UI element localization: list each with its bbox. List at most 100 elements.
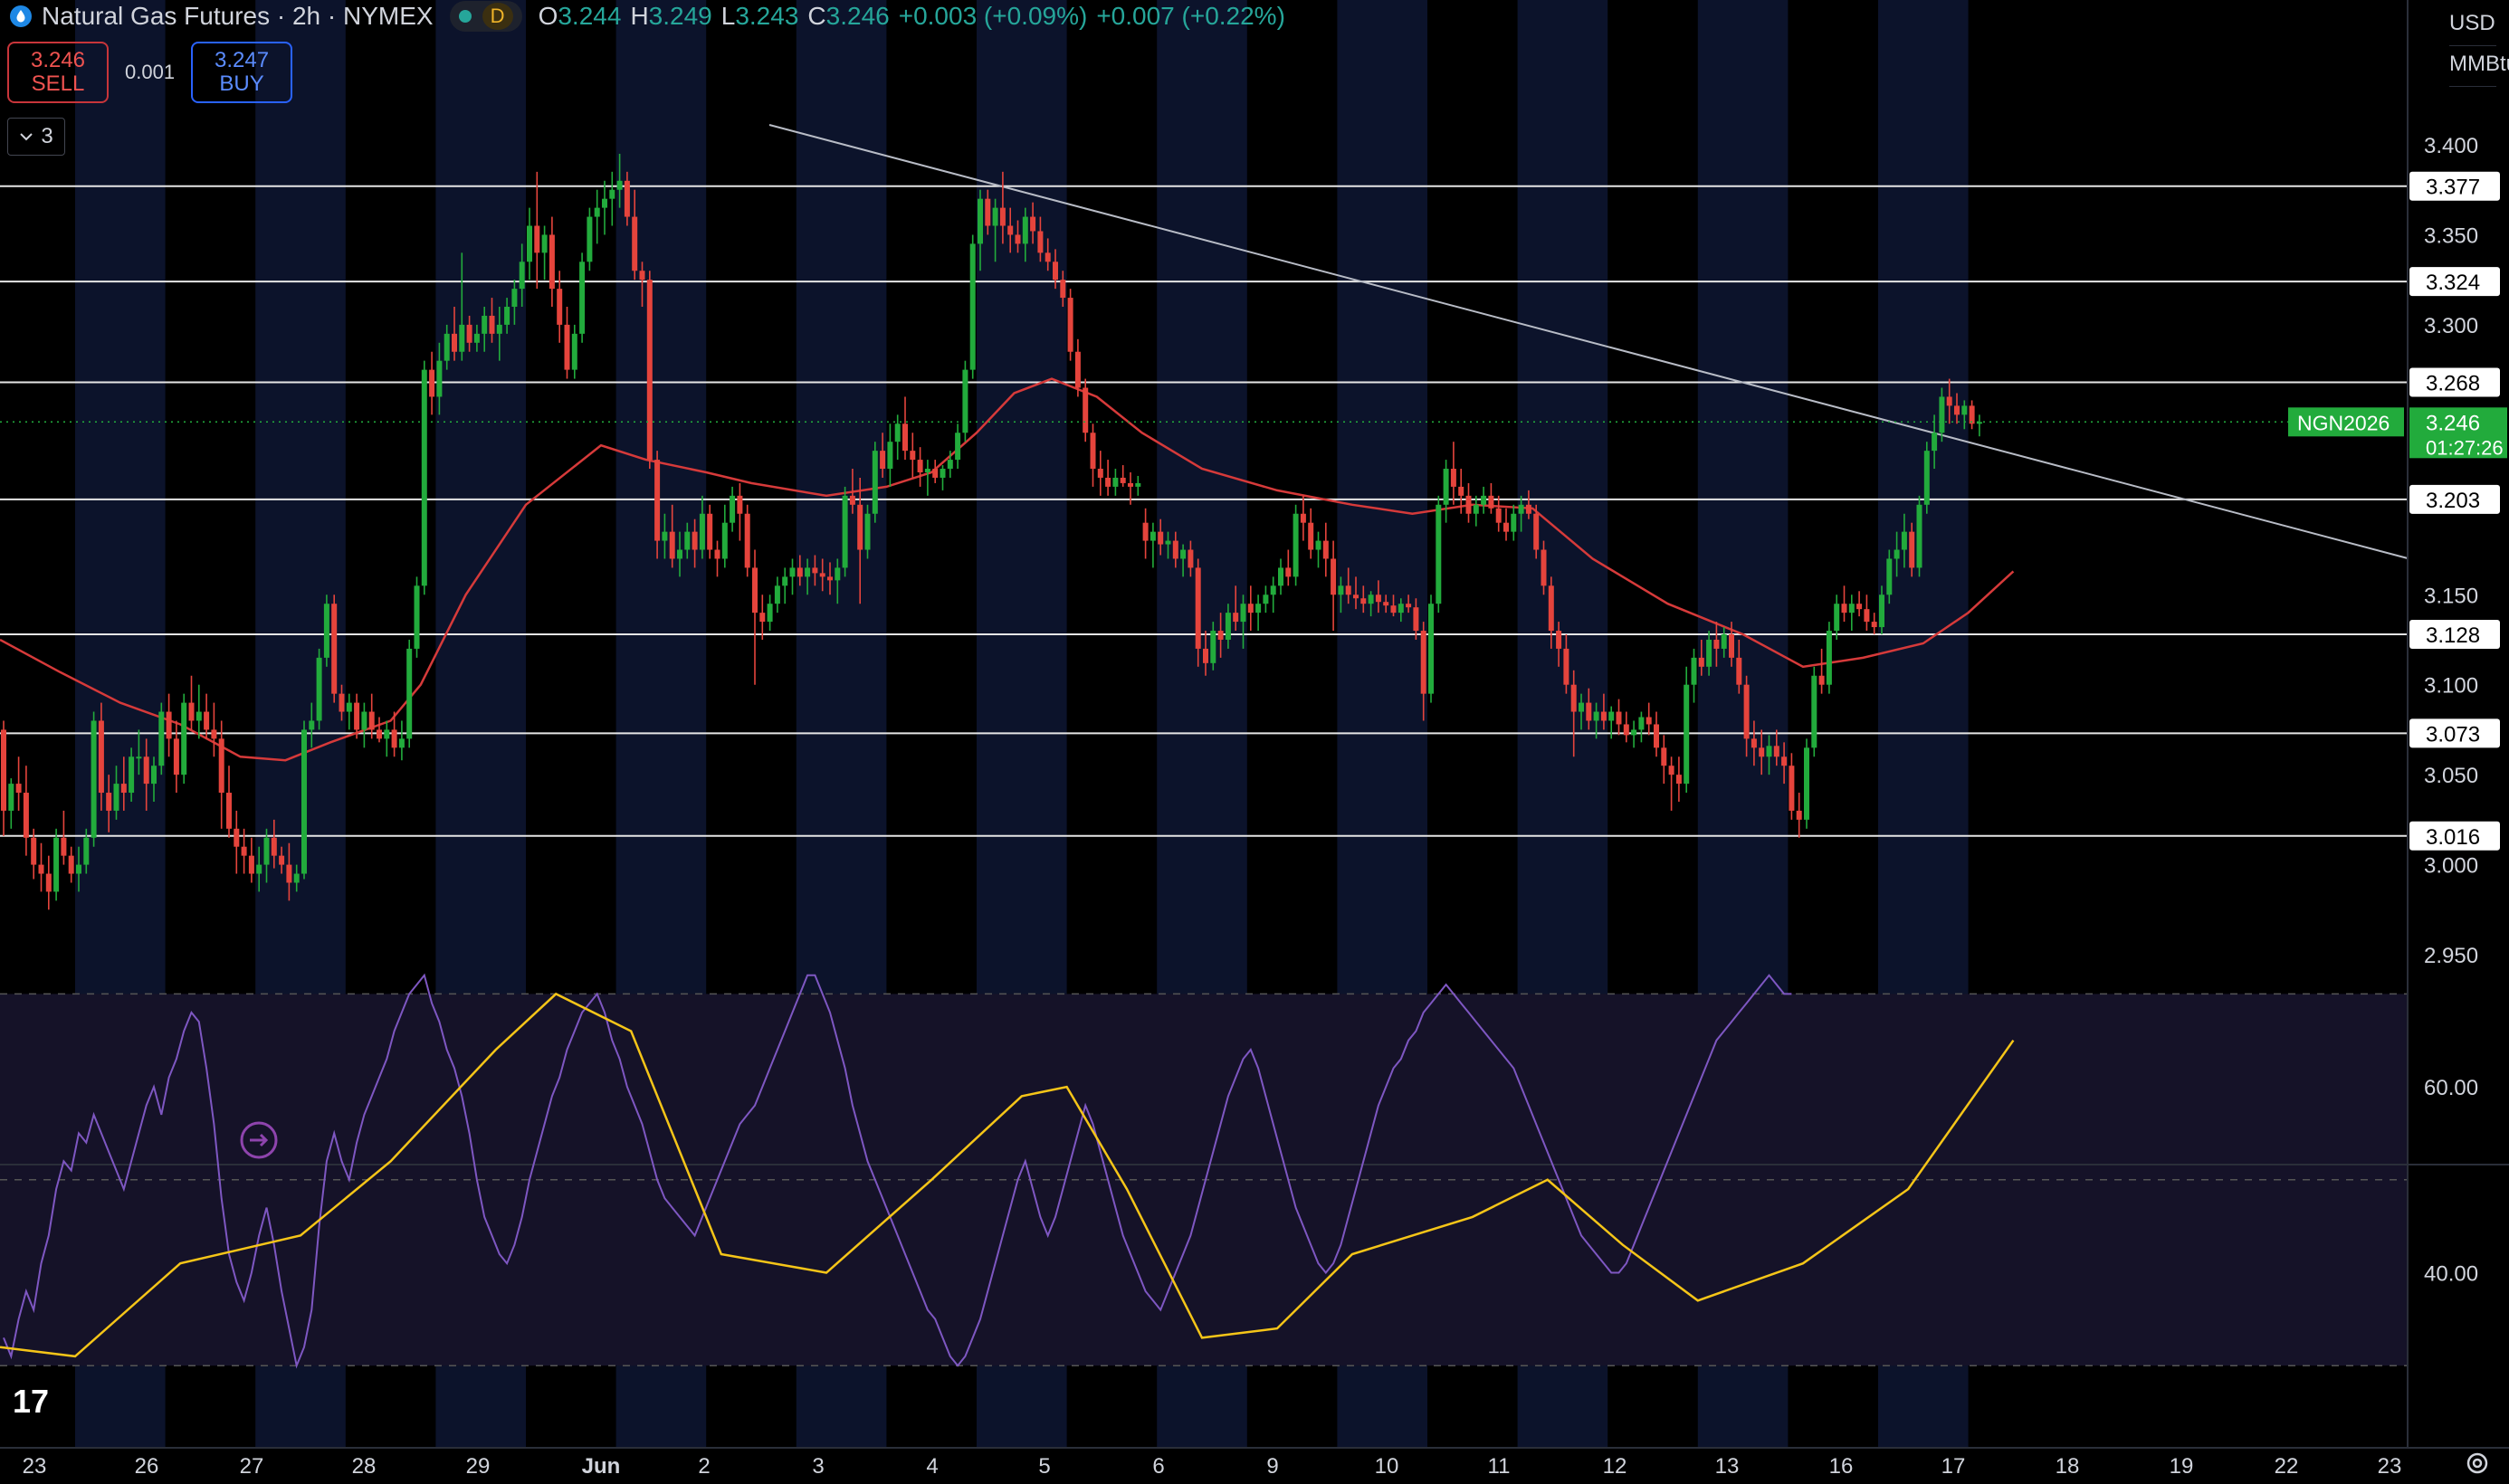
candle [188,702,195,721]
candle [1390,605,1397,614]
candle [1247,604,1254,614]
candle [1217,631,1224,640]
candle [1458,486,1464,496]
candle [1090,433,1096,470]
candle [301,729,307,874]
candle [496,324,502,334]
candle [932,469,939,478]
candle [782,576,788,586]
candle [398,738,405,748]
candle [151,766,157,785]
time-tick-label: 11 [1488,1454,1511,1479]
dividend-icon[interactable] [240,1121,278,1159]
candle [1083,387,1089,433]
candle [924,469,930,472]
candle [98,720,104,794]
candle [421,369,427,586]
candle [76,864,81,874]
candle [1623,724,1629,736]
candle [571,333,577,370]
candle [1495,508,1502,523]
candle [1969,405,1975,424]
candle [1638,717,1645,730]
candle [414,585,420,649]
level-price-label: 3.128 [2426,623,2480,648]
candle [789,567,796,577]
level-price-tag [2409,484,2500,514]
candle [1045,252,1051,262]
spread-value: 0.001 [125,61,176,83]
candle [1789,766,1795,811]
sma-line [0,377,2015,762]
candle [83,837,90,865]
candle [1368,595,1374,604]
status-badges[interactable]: D [449,1,522,32]
candle [1691,657,1697,685]
candle [1871,622,1877,628]
candle [1255,604,1262,614]
candle [1225,613,1231,640]
currency-unit[interactable]: USD MMBtu [2449,5,2509,87]
high-value: 3.249 [648,2,712,30]
price-tick-label: 3.400 [2424,134,2478,158]
time-tick-label: 6 [1152,1454,1164,1479]
candle [482,315,488,334]
candle [805,567,811,577]
gear-icon[interactable] [2464,1450,2491,1477]
candle [1548,585,1554,632]
candle [1285,567,1292,577]
candle [1398,604,1404,614]
candle [1030,216,1036,232]
candle [1932,433,1938,452]
candle [594,207,600,217]
candle [263,837,270,865]
candle [1263,595,1269,604]
candle [1533,513,1540,550]
candle [767,604,773,623]
candle [609,189,615,199]
tradingview-logo[interactable]: 17 [13,1383,50,1420]
candle [452,333,457,352]
countdown-label: 01:27:26 [2426,436,2504,459]
candle [910,451,916,461]
candle [323,604,329,658]
candle [1331,558,1337,595]
symbol-tag-label: NGN2026 [2297,411,2390,434]
high-key: H [630,2,649,30]
candle [632,216,638,271]
candle [1443,469,1449,505]
candle [699,513,705,550]
candle [1067,298,1073,352]
candle [1503,522,1509,532]
candles [1,153,1982,910]
buy-button[interactable]: 3.247 BUY [191,42,293,103]
indicators-toggle[interactable]: 3 [7,118,65,156]
candle [1420,631,1426,694]
candle [1743,684,1750,739]
candle [204,711,210,730]
symbol-tag[interactable] [2288,407,2404,437]
candle [1721,634,1727,649]
candle [880,451,886,470]
symbol-title[interactable]: Natural Gas Futures · 2h · NYMEX [42,2,434,30]
candle [1135,482,1141,487]
candle [1180,549,1187,559]
candle [1150,531,1156,541]
candle [211,729,217,739]
candle [1007,225,1014,235]
candle [1450,469,1456,487]
candle [1128,482,1133,487]
candle [120,784,127,794]
candle [1315,540,1321,550]
level-price-label: 3.016 [2426,825,2480,850]
candle [835,567,841,581]
trendline[interactable] [768,124,2409,559]
candle [759,613,766,623]
candle [1278,567,1283,586]
candle [1698,657,1704,667]
candle [1923,451,1930,505]
candle [1811,675,1817,748]
market-open-icon [458,10,472,23]
sell-button[interactable]: 3.246 SELL [7,42,109,103]
